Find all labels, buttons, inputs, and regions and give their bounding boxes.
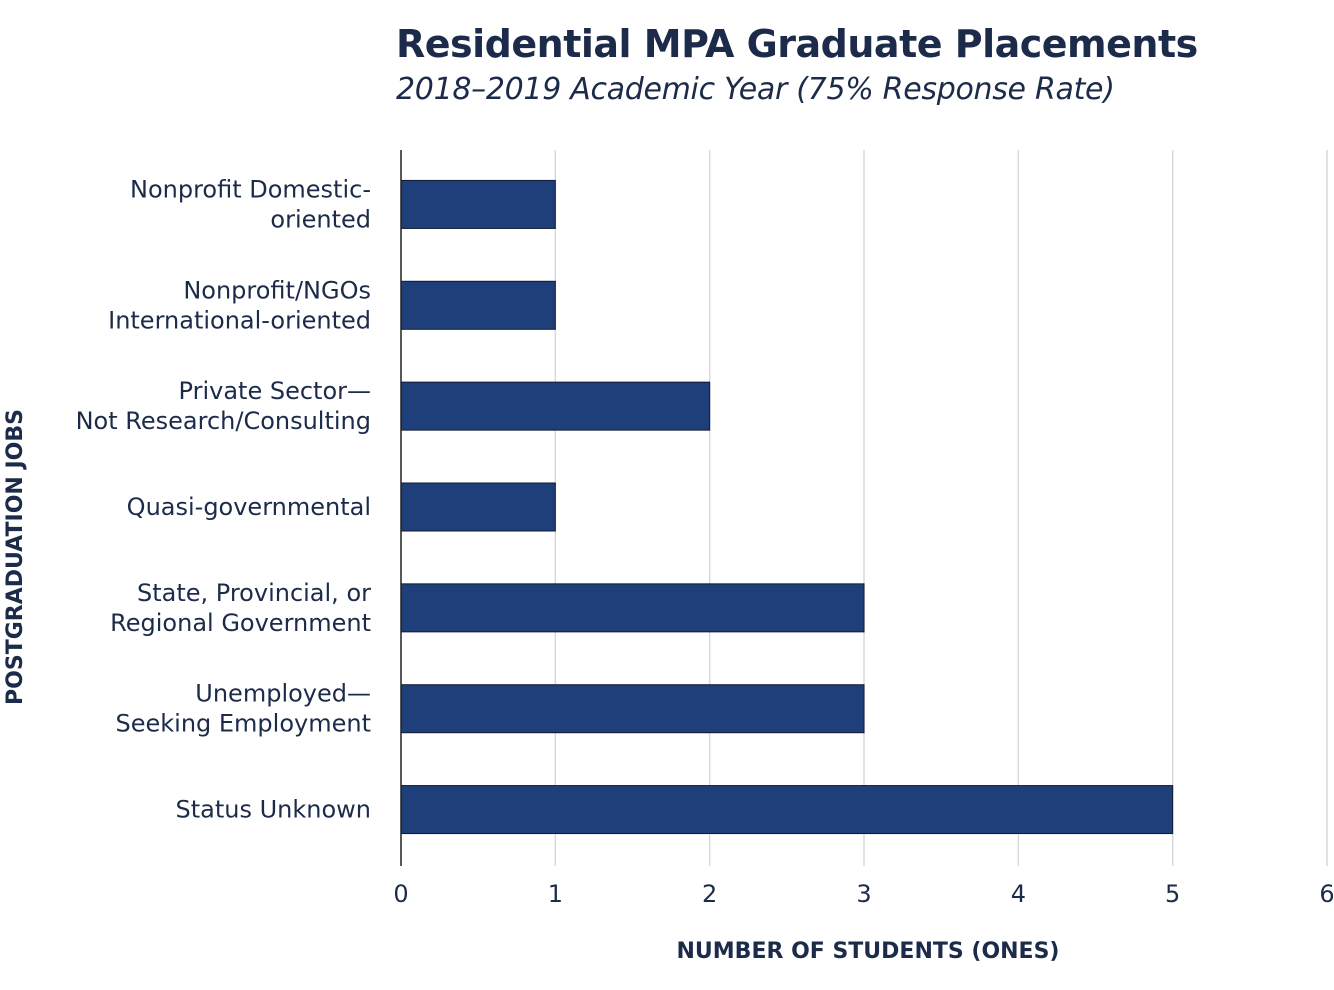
category-label: Quasi-governmental <box>127 493 371 521</box>
x-tick-label: 1 <box>548 880 563 908</box>
x-tick-label: 0 <box>393 880 408 908</box>
x-axis-title: NUMBER OF STUDENTS (ONES) <box>677 939 1060 964</box>
bar <box>400 179 556 229</box>
category-label: Unemployed— Seeking Employment <box>115 680 371 738</box>
gridlines <box>554 150 1328 866</box>
bar <box>400 381 711 431</box>
x-tick-label: 4 <box>1011 880 1026 908</box>
category-label: Nonprofit Domestic-oriented <box>130 175 371 233</box>
chart-title: Residential MPA Graduate Placements <box>396 22 1198 66</box>
x-tick-label: 3 <box>856 880 871 908</box>
x-tick-label: 2 <box>702 880 717 908</box>
x-tick-labels: 0 1 2 3 4 5 6 <box>393 880 1334 908</box>
chart-subtitle: 2018–2019 Academic Year (75% Response Ra… <box>396 72 1115 107</box>
bar <box>400 280 556 330</box>
bar <box>400 684 865 734</box>
bar <box>400 482 556 532</box>
bars <box>400 179 1174 835</box>
y-axis-title: POSTGRADUATION JOBS <box>3 409 28 705</box>
bar <box>400 785 1174 835</box>
category-label: State, Provincial, or Regional Government <box>110 579 371 637</box>
bar <box>400 583 865 633</box>
category-label: Private Sector— Not Research/Consulting <box>76 377 371 435</box>
category-labels: Nonprofit Domestic-oriented Nonprofit/NGO… <box>76 175 372 823</box>
x-tick-label: 5 <box>1165 880 1180 908</box>
x-tick-label: 6 <box>1319 880 1334 908</box>
category-label: Status Unknown <box>175 796 371 824</box>
category-label: Nonprofit/NGOs International-oriented <box>108 276 371 334</box>
